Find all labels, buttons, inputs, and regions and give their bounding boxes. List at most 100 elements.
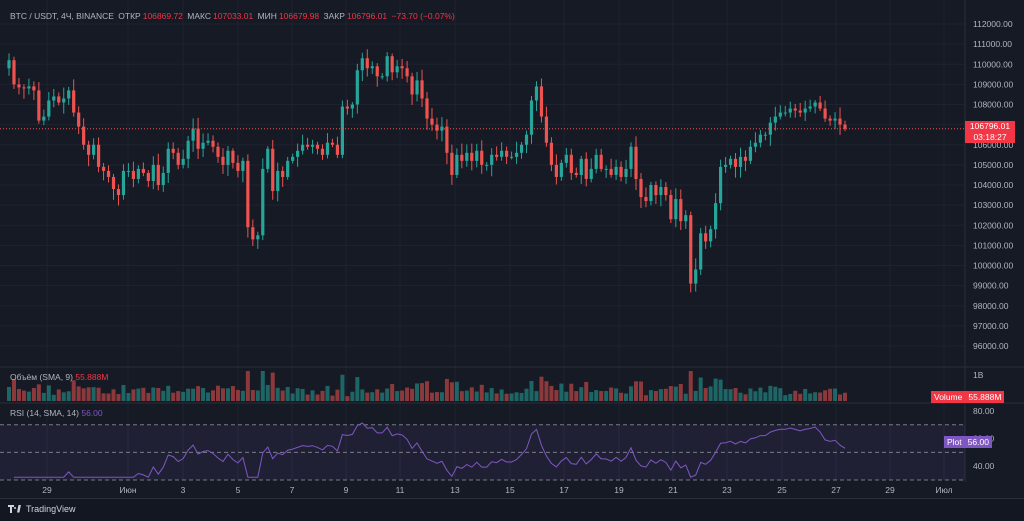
candle-body [664, 187, 668, 196]
volume-bar [793, 390, 798, 401]
volume-bar [51, 394, 56, 401]
volume-bar [529, 380, 534, 401]
candle-body [808, 106, 812, 109]
volume-bar [803, 388, 808, 401]
brand-name: TradingView [26, 504, 76, 514]
candle-body [181, 158, 185, 165]
volume-bar [211, 390, 216, 401]
volume-bar [41, 392, 46, 401]
volume-bar [514, 392, 519, 401]
candle-body [420, 80, 424, 99]
volume-bar [320, 390, 325, 401]
time-axis-label: 13 [450, 485, 460, 495]
time-axis-label: Июн [119, 485, 136, 495]
tradingview-icon [8, 504, 22, 514]
candle-body [684, 215, 688, 222]
volume-bar [564, 391, 569, 401]
rsi-legend[interactable]: RSI (14, SMA, 14) 56.00 [10, 408, 103, 418]
candle-body [828, 118, 832, 121]
volume-bar [743, 394, 748, 401]
volume-bar [609, 387, 614, 401]
price-axis-label: 105000.00 [973, 160, 1013, 170]
volume-bar [111, 389, 116, 401]
bar-countdown: 03:18:27 [973, 131, 1007, 142]
volume-bar [61, 392, 66, 401]
candle-body [300, 144, 305, 151]
candle-body [126, 170, 131, 172]
tradingview-logo[interactable]: TradingView [8, 504, 76, 514]
volume-bar [619, 392, 624, 401]
volume-bar [385, 388, 390, 401]
candle-body [798, 110, 802, 113]
candle-body [77, 112, 81, 127]
candle-body [271, 148, 275, 192]
volume-bar [833, 388, 838, 401]
volume-bar [624, 393, 629, 401]
volume-bar [415, 383, 420, 401]
volume-bar [280, 390, 285, 401]
volume-bar [648, 390, 653, 401]
volume-bar [818, 392, 823, 401]
price-axis-label: 103000.00 [973, 200, 1013, 210]
candle-body [111, 176, 116, 190]
footer-bar: TradingView [0, 498, 1024, 521]
time-axis-label: 11 [396, 485, 405, 495]
time-axis-label: 7 [290, 485, 295, 495]
candle-body [430, 118, 434, 125]
volume-bar [594, 390, 599, 401]
volume-bar [459, 391, 464, 401]
volume-bar [788, 393, 793, 401]
symbol-label[interactable]: BTC / USDT, 4Ч, BINANCE [10, 11, 114, 21]
volume-bar [738, 392, 743, 401]
candle-body [216, 146, 220, 157]
candle-body [758, 134, 763, 143]
volume-bar [469, 387, 474, 401]
candle-body [410, 76, 414, 95]
candle-body [723, 164, 728, 167]
volume-bar [544, 381, 549, 401]
volume-bar [668, 386, 673, 401]
volume-bar [698, 377, 703, 401]
volume-bar [519, 392, 524, 401]
candle-body [838, 118, 842, 125]
candle-body [778, 112, 782, 117]
volume-bar [449, 382, 454, 401]
volume-bar [509, 393, 514, 401]
candle-body [291, 156, 295, 161]
candle-body [17, 84, 21, 88]
candle-body [460, 154, 464, 161]
candle-body [639, 178, 643, 198]
candle-body [121, 170, 126, 196]
time-axis-label: 3 [181, 485, 186, 495]
candle-body [42, 116, 46, 121]
volume-bar [838, 394, 843, 401]
candle-body [534, 86, 539, 101]
volume-bar [335, 389, 340, 401]
volume-bar [534, 391, 539, 401]
candle-body [659, 187, 663, 196]
candle-body [141, 168, 145, 173]
candle-body [37, 90, 41, 121]
candle-body [345, 106, 349, 109]
volume-bar [778, 388, 783, 401]
volume-bar [240, 390, 245, 401]
volume-bar [141, 387, 146, 401]
candle-body [72, 90, 76, 113]
volume-bar [36, 384, 41, 401]
candle-body [549, 142, 554, 165]
volume-legend[interactable]: Объём (SMA, 9) 55.888M [10, 372, 108, 382]
volume-tag-name: Volume [934, 392, 963, 402]
price-axis-label: 108000.00 [973, 100, 1013, 110]
candle-body [579, 158, 583, 175]
chart-canvas[interactable]: 112000.00 111000.00 110000.00 109000.00 1080… [0, 0, 1024, 498]
volume-bar [56, 389, 61, 401]
candle-body [365, 58, 369, 69]
volume-bar [186, 388, 191, 401]
candle-body [12, 60, 16, 85]
volume-bar [713, 378, 718, 401]
candle-body [156, 164, 160, 185]
candle-body [435, 124, 439, 131]
volume-bar [325, 385, 330, 401]
volume-bar [753, 391, 758, 401]
candle-body [151, 164, 155, 181]
